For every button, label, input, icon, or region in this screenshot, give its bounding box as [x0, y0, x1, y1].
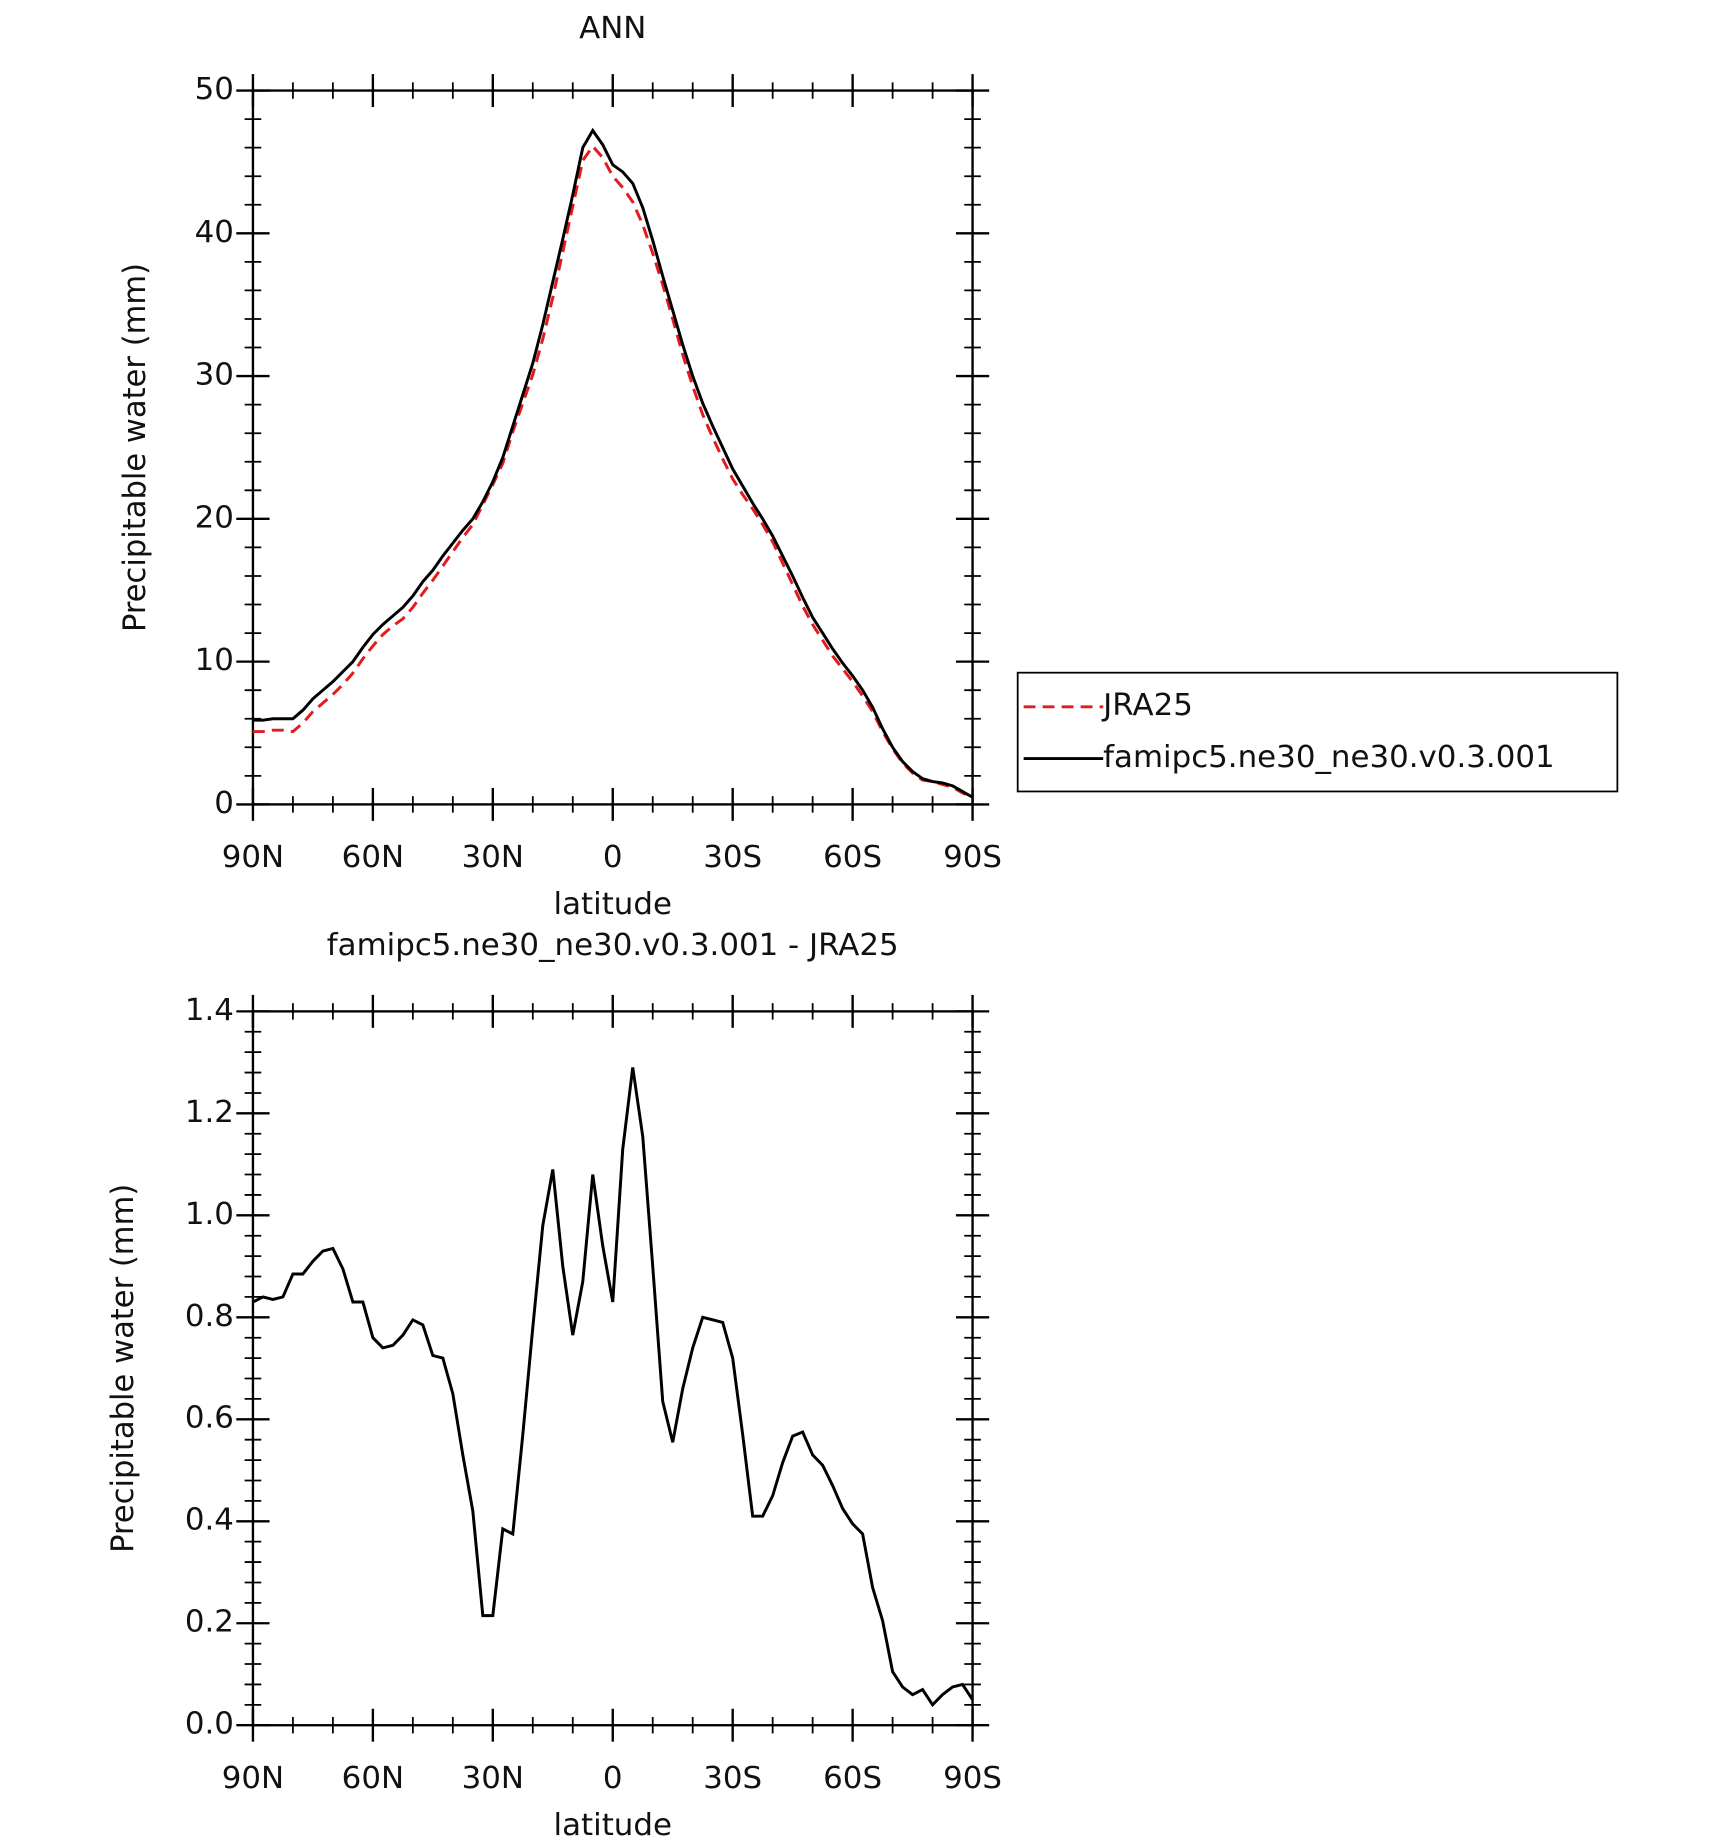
y-tick-label: 0.6 [185, 1400, 234, 1436]
x-tick-label: 30S [703, 1760, 762, 1796]
chart-title: ANN [579, 10, 646, 46]
x-tick-label: 0 [603, 1760, 623, 1796]
legend-label: JRA25 [1101, 687, 1193, 723]
y-tick-label: 0.2 [185, 1604, 234, 1640]
x-tick-label: 60S [823, 1760, 882, 1796]
y-axis-label: Precipitable water (mm) [105, 1184, 141, 1553]
y-tick-label: 30 [195, 357, 234, 393]
y-tick-label: 50 [195, 71, 234, 107]
x-tick-label: 30N [462, 839, 524, 875]
y-axis-label: Precipitable water (mm) [117, 263, 153, 632]
y-tick-label: 1.2 [185, 1094, 234, 1130]
y-tick-label: 0.8 [185, 1298, 234, 1334]
legend-box [1016, 671, 1619, 793]
x-tick-label: 30S [703, 839, 762, 875]
x-tick-label: 30N [462, 1760, 524, 1796]
x-tick-label: 90N [222, 1760, 284, 1796]
y-tick-label: 40 [195, 214, 234, 250]
x-tick-label: 60S [823, 839, 882, 875]
plot-frame [251, 1010, 974, 1727]
legend-label: famipc5.ne30_ne30.v0.3.001 [1103, 739, 1554, 775]
x-tick-label: 90S [943, 839, 1002, 875]
x-tick-label: 0 [603, 839, 623, 875]
data-line [252, 127, 974, 799]
x-axis-label: latitude [554, 886, 672, 922]
y-tick-label: 1.0 [185, 1196, 234, 1232]
y-tick-label: 20 [195, 499, 234, 535]
x-tick-label: 60N [342, 1760, 404, 1796]
y-tick-label: 10 [195, 642, 234, 678]
y-tick-label: 1.4 [185, 992, 234, 1028]
x-tick-label: 60N [342, 839, 404, 875]
y-tick-label: 0.0 [185, 1706, 234, 1742]
plot-frame [251, 89, 974, 806]
x-tick-label: 90N [222, 839, 284, 875]
chart-title: famipc5.ne30_ne30.v0.3.001 - JRA25 [327, 927, 899, 963]
x-axis-label: latitude [554, 1807, 672, 1843]
data-line [252, 143, 974, 799]
y-tick-label: 0 [214, 785, 234, 821]
y-tick-label: 0.4 [185, 1502, 234, 1538]
data-line [252, 1067, 974, 1708]
x-tick-label: 90S [943, 1760, 1002, 1796]
